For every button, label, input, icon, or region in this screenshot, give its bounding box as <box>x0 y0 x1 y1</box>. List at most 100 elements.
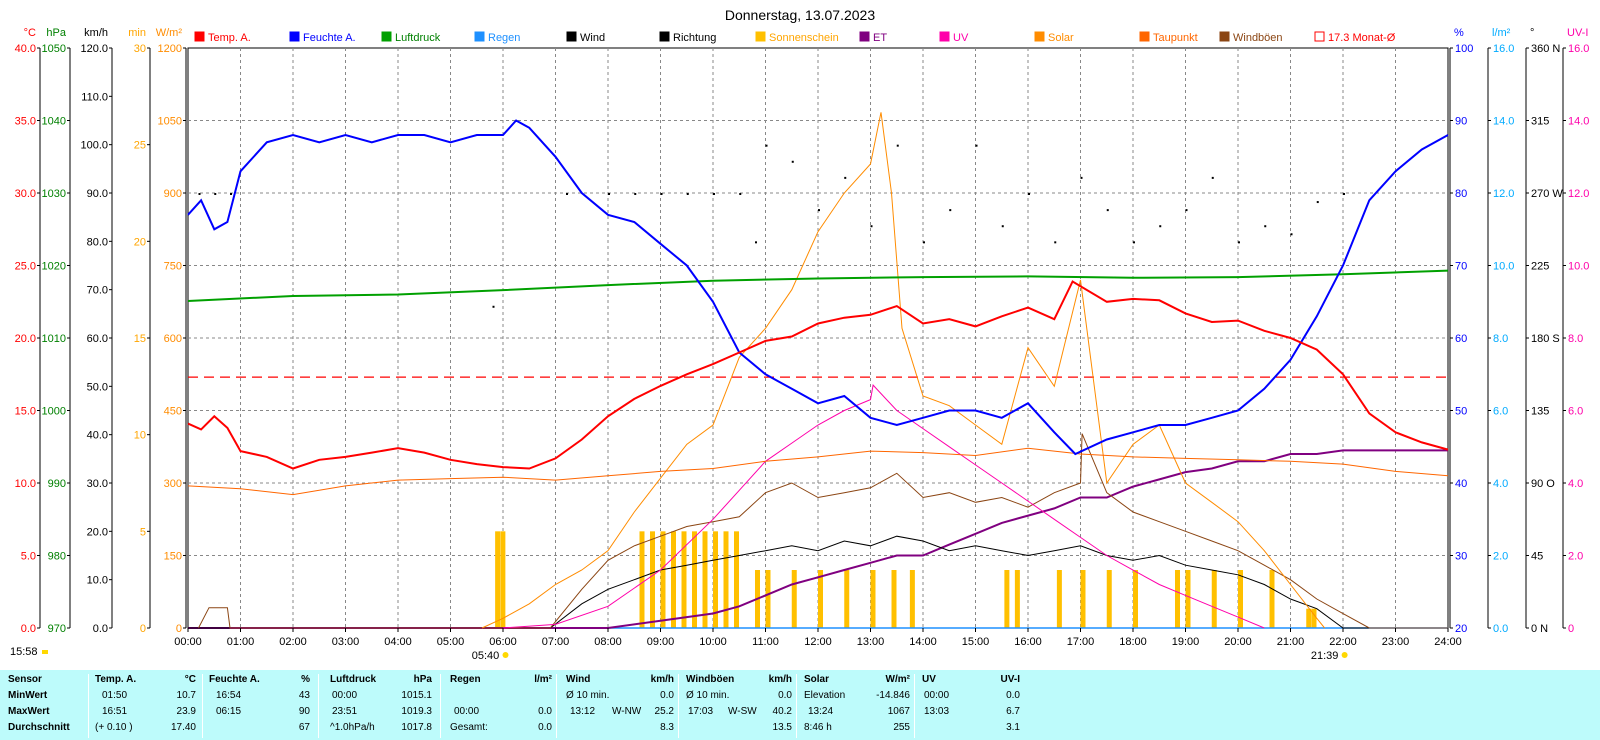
axis-tick-label: 70.0 <box>87 285 108 297</box>
direction-dot <box>1028 193 1030 195</box>
stats-uv-max-time: 13:03 <box>924 706 950 717</box>
axis-tick-label: 270 W <box>1531 188 1563 200</box>
series-line <box>187 269 1449 302</box>
stats-gust-max-dir: W-SW <box>728 706 757 717</box>
stats-sensor-label: Sensor <box>8 674 42 685</box>
stats-uv: UV UV-I 00:00 0.0 13:03 6.7 3.1 <box>918 674 1026 738</box>
legend-label: UV <box>953 32 969 44</box>
stats-temp-title: Temp. A. <box>95 674 137 685</box>
direction-dot <box>923 241 925 244</box>
sunshine-bar <box>1014 570 1020 628</box>
time-tick-label: 18:00 <box>1119 636 1147 648</box>
legend-swatch <box>566 31 577 42</box>
stats-min-label: MinWert <box>8 690 48 701</box>
axis-tick-label: 0.0 <box>21 623 36 635</box>
axis-tick-label: 0 <box>140 623 146 635</box>
stats-rain: Regen l/m² 00:00 0.0 Gesamt: 0.0 <box>444 674 557 738</box>
axis-tick-label: 30.0 <box>15 188 36 200</box>
stats-max-label: MaxWert <box>8 706 50 717</box>
left-axes: °C 40.0 35.0 30.0 25.0 20.0 15.0 10.0 5.0 0.0 hPa 1… <box>15 27 187 635</box>
sunshine-bar <box>1004 570 1010 628</box>
sunshine-bar <box>909 570 915 628</box>
axis-tick-label: 225 <box>1531 261 1549 273</box>
axis-unit: ° <box>1530 27 1534 39</box>
time-tick-label: 21:00 <box>1277 636 1305 648</box>
sunshine-bar <box>1306 608 1312 628</box>
stats-wind-max-time: 13:12 <box>570 706 596 717</box>
sunrise-label: 05:40 <box>472 650 500 662</box>
legend-label: Windböen <box>1233 32 1283 44</box>
axis-tick-label: 110.0 <box>81 91 108 103</box>
legend-label: Luftdruck <box>395 32 441 44</box>
axis-tick-label: 980 <box>48 551 66 563</box>
axis-tick-label: 35.0 <box>15 116 36 128</box>
axis-tick-label: 100 <box>1455 43 1473 55</box>
axis-tick-label: 1000 <box>42 406 66 418</box>
stats-solar-elev-label: Elevation <box>804 690 846 701</box>
sunshine-bar <box>639 531 645 628</box>
legend-label: Sonnenschein <box>769 32 839 44</box>
direction-dot <box>492 305 495 308</box>
axis-tick-label: 45 <box>1531 551 1543 563</box>
direction-dot <box>844 176 847 179</box>
stats-wind-unit: km/h <box>650 674 674 685</box>
axis-tick-label: 0 <box>1568 623 1574 635</box>
time-tick-label: 01:00 <box>227 636 255 648</box>
axis-tick-label: 16.0 <box>1568 43 1589 55</box>
stats-temp-min-time: 01:50 <box>102 690 128 701</box>
direction-dot <box>713 193 715 195</box>
series-line <box>188 535 1448 629</box>
axis-tick-label: 40.0 <box>87 430 108 442</box>
stats-rain-max: 0.0 <box>538 706 552 717</box>
axis-tick-label: 30.0 <box>87 478 108 490</box>
direction-dot <box>1159 225 1162 228</box>
legend-swatch <box>289 31 300 42</box>
axis-unit: W/m² <box>156 27 183 39</box>
axis-tick-label: 50 <box>1455 406 1467 418</box>
direction-dot <box>1054 241 1057 244</box>
stats-rain-total-label: Gesamt: <box>450 722 488 733</box>
stats-wind-min: 0.0 <box>660 690 674 701</box>
axis-unit: % <box>1454 27 1464 39</box>
legend-label: 17.3 Monat-Ø <box>1328 32 1396 44</box>
axis-tick-label: 10.0 <box>1493 261 1514 273</box>
direction-dot <box>608 193 610 195</box>
axis-tick-label: 315 <box>1531 116 1549 128</box>
sunset-label: 21:39 <box>1311 650 1339 662</box>
time-tick-label: 05:00 <box>437 636 465 648</box>
axis-tick-label: 1050 <box>158 116 182 128</box>
axis-tick-label: 2.0 <box>1568 551 1583 563</box>
axis-tick-label: 600 <box>164 333 182 345</box>
time-tick-label: 19:00 <box>1172 636 1200 648</box>
direction-dot <box>1264 225 1267 228</box>
axis-tick-label: 90.0 <box>87 188 108 200</box>
sunshine-bar <box>1211 570 1217 628</box>
direction-dot <box>739 193 742 195</box>
legend-swatch <box>194 31 205 42</box>
stats-gust-title: Windböen <box>686 674 735 685</box>
sunshine-bar <box>818 570 823 628</box>
axis-tick-label: 0.0 <box>1493 623 1508 635</box>
axis-tick-label: 20.0 <box>15 333 36 345</box>
stats-temp-max-time: 16:51 <box>102 706 128 717</box>
direction-dot <box>765 144 768 147</box>
stats-gust-min: 0.0 <box>778 690 792 701</box>
sunshine-bar <box>1056 570 1062 628</box>
legend-label: Richtung <box>673 32 716 44</box>
direction-dot <box>755 241 757 244</box>
legend-swatch <box>939 31 950 42</box>
time-tick-label: 08:00 <box>594 636 622 648</box>
axis-tick-label: 0 <box>176 623 182 635</box>
stats-press-title: Luftdruck <box>330 674 377 685</box>
axis-tick-label: 15.0 <box>15 406 36 418</box>
stats-press-trend: ^1.0hPa/h <box>330 722 375 733</box>
sunshine-bar <box>891 570 897 628</box>
legend-label: Temp. A. <box>208 32 251 44</box>
time-tick-label: 15:00 <box>962 636 990 648</box>
axis-tick-label: 40.0 <box>15 43 36 55</box>
direction-dot <box>1290 233 1293 236</box>
axis-tick-label: 40 <box>1455 478 1467 490</box>
direction-dot <box>1080 176 1083 179</box>
stats-row-labels: Sensor MinWert MaxWert Durchschnitt <box>0 674 89 738</box>
series-line <box>502 384 1265 629</box>
